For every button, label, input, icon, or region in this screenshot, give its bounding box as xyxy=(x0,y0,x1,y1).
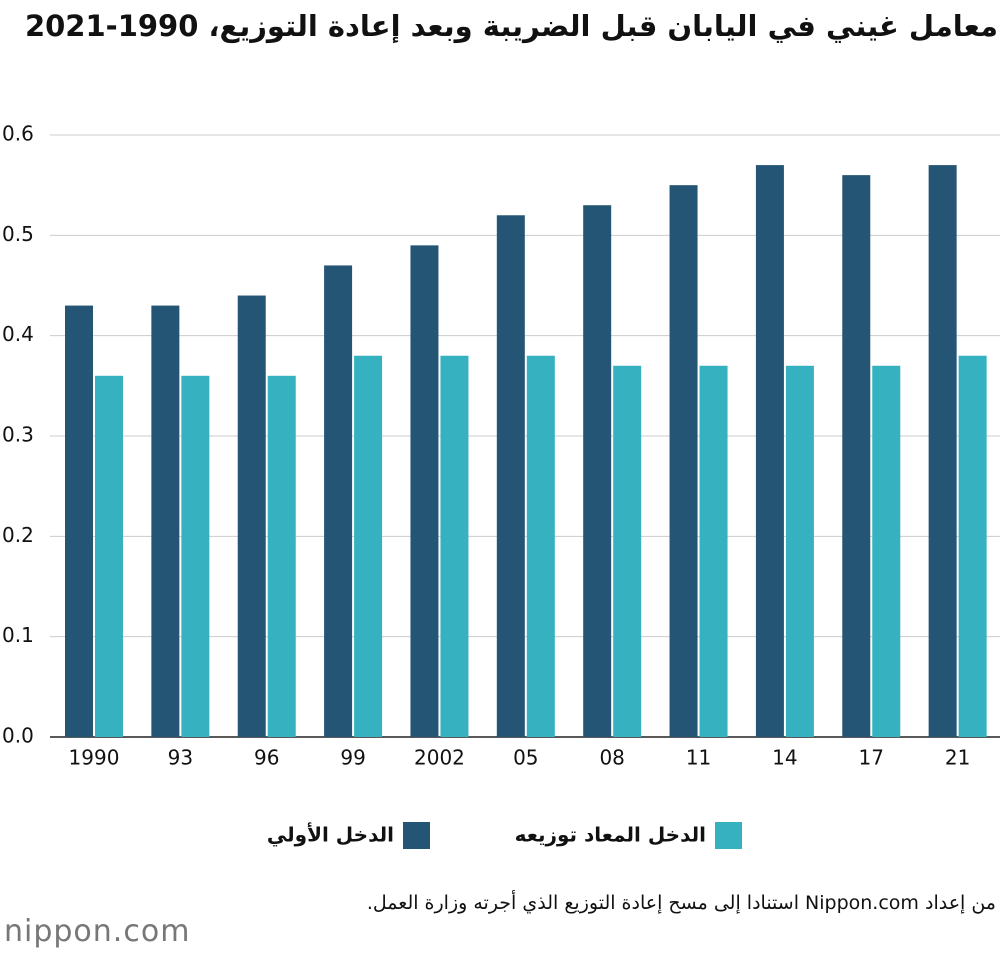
x-tick-label: 08 xyxy=(599,746,624,770)
x-tick-label: 05 xyxy=(513,746,538,770)
y-tick-label: 0.3 xyxy=(2,423,34,447)
chart-title: معامل غيني في اليابان قبل الضريبة وبعد إ… xyxy=(24,9,998,43)
legend-label: الدخل المعاد توزيعه xyxy=(515,823,706,847)
x-tick-label: 93 xyxy=(168,746,193,770)
bar xyxy=(583,205,612,737)
bar xyxy=(958,355,987,737)
bar xyxy=(410,245,439,737)
x-tick-label: 2002 xyxy=(414,746,465,770)
x-tick-label: 14 xyxy=(772,746,797,770)
bar xyxy=(842,175,871,738)
bar xyxy=(872,365,901,737)
legend-swatch xyxy=(715,822,742,849)
bar xyxy=(95,375,123,737)
x-tick-label: 17 xyxy=(859,746,884,770)
bar xyxy=(613,365,642,737)
bar xyxy=(354,355,383,737)
bar xyxy=(237,295,266,737)
y-tick-label: 0.5 xyxy=(2,222,34,246)
bar xyxy=(496,215,525,737)
bar xyxy=(65,305,93,737)
y-tick-label: 0.4 xyxy=(2,322,34,346)
bar xyxy=(440,355,469,737)
y-tick-label: 0.2 xyxy=(2,523,34,547)
chart: 0.0 0.1 0.2 0.3 0.4 0.5 0.6 1990 93 96 99 2002 05 08 1… xyxy=(2,122,1000,849)
bar xyxy=(181,375,210,737)
x-tick-label: 99 xyxy=(340,746,365,770)
y-tick-label: 0.1 xyxy=(2,623,34,647)
x-tick-label: 96 xyxy=(254,746,279,770)
legend-swatch xyxy=(403,822,430,849)
bar xyxy=(928,165,957,738)
y-tick-label: 0.0 xyxy=(2,724,34,748)
bar xyxy=(526,355,555,737)
y-tick-label: 0.6 xyxy=(2,122,34,146)
bar xyxy=(785,365,814,737)
x-tick-label: 21 xyxy=(945,746,970,770)
x-tick-label: 11 xyxy=(686,746,711,770)
bar xyxy=(267,375,296,737)
legend-label: الدخل الأولي xyxy=(267,822,394,848)
x-tick-label: 1990 xyxy=(69,746,120,770)
bar xyxy=(755,165,784,738)
logo: nippon.com xyxy=(4,914,191,949)
bar xyxy=(151,305,180,737)
source-note: من إعداد Nippon.com استنادا إلى مسح إعاد… xyxy=(366,892,996,914)
bar xyxy=(324,265,353,737)
bar xyxy=(699,365,728,737)
bar xyxy=(669,185,698,737)
